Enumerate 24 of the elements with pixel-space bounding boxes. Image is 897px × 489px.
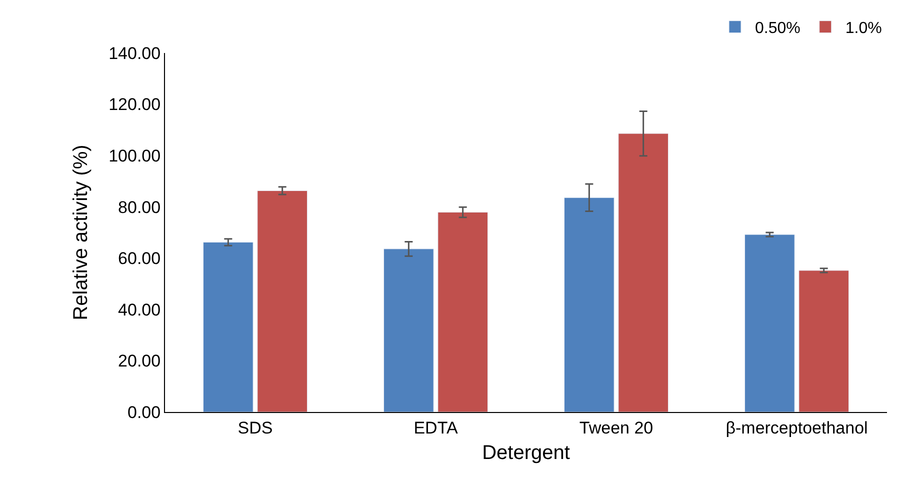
y-tick-label: 60.00 xyxy=(118,249,161,268)
y-tick-label: 20.00 xyxy=(118,352,161,371)
bar xyxy=(564,197,614,412)
y-tick-label: 0.00 xyxy=(128,402,161,422)
bar xyxy=(203,242,254,412)
bar xyxy=(744,234,795,412)
y-tick-label: 120.00 xyxy=(108,95,161,114)
x-tick-label: Tween 20 xyxy=(579,418,654,438)
bar xyxy=(384,248,434,412)
y-tick-label: 140.00 xyxy=(108,44,161,63)
bar xyxy=(618,133,668,412)
legend-label: 0.50% xyxy=(755,20,800,38)
bar xyxy=(798,270,849,412)
y-tick-label: 100.00 xyxy=(108,146,161,166)
x-axis-title: Detergent xyxy=(482,442,570,464)
y-tick-label: 80.00 xyxy=(118,198,161,217)
bar xyxy=(438,212,488,412)
x-tick-label: EDTA xyxy=(414,418,458,438)
x-tick-label: SDS xyxy=(238,418,273,438)
legend-label: 1.0% xyxy=(845,20,882,38)
y-axis-title: Relative activity (%) xyxy=(70,144,92,320)
y-tick-label: 40.00 xyxy=(118,300,161,320)
bar xyxy=(257,190,308,412)
x-tick-label: β-merceptoethanol xyxy=(726,418,868,438)
